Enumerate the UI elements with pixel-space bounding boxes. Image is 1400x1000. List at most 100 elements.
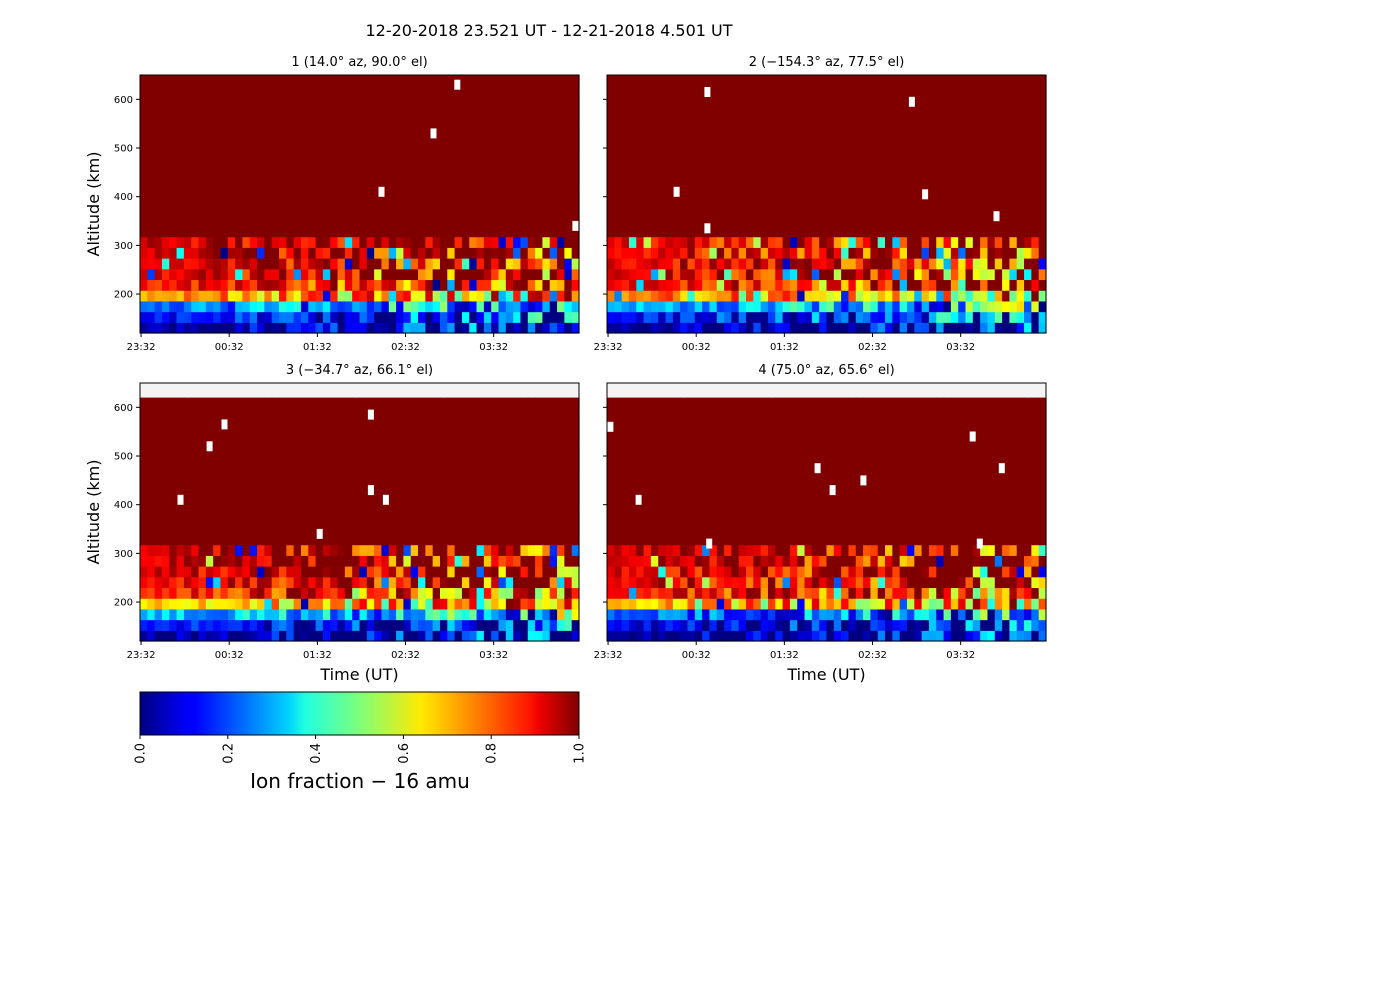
heatmap-cell xyxy=(767,619,776,631)
heatmap-cell xyxy=(607,544,615,556)
heatmap-cell xyxy=(527,533,536,546)
heatmap-cell xyxy=(257,193,265,206)
heatmap-cell xyxy=(257,268,265,281)
heatmap-cell xyxy=(513,523,522,535)
heatmap-cell xyxy=(549,129,558,141)
heatmap-cell xyxy=(621,236,630,248)
heatmap-cell xyxy=(571,598,580,610)
heatmap-cell xyxy=(636,140,645,152)
heatmap-cell xyxy=(359,555,368,567)
heatmap-cell xyxy=(958,75,967,77)
heatmap-cell xyxy=(789,236,798,248)
heatmap-cell xyxy=(322,458,331,471)
heatmap-cell xyxy=(965,215,974,227)
heatmap-cell xyxy=(381,268,390,281)
heatmap-cell xyxy=(694,619,703,631)
heatmap-cell xyxy=(1016,204,1025,216)
heatmap-cell xyxy=(855,86,864,98)
heatmap-cell xyxy=(191,566,200,578)
heatmap-cell xyxy=(491,183,500,195)
heatmap-cell xyxy=(476,268,485,281)
heatmap-cell xyxy=(286,576,295,589)
heatmap-cell xyxy=(154,533,163,546)
heatmap-cell xyxy=(716,118,725,131)
heatmap-cell xyxy=(702,458,711,471)
heatmap-cell xyxy=(176,469,185,481)
heatmap-cell xyxy=(1024,86,1032,98)
heatmap-cell xyxy=(731,405,740,417)
heatmap-cell xyxy=(731,576,740,589)
heatmap-cell xyxy=(469,587,478,599)
heatmap-cell xyxy=(650,118,659,131)
heatmap-cell xyxy=(169,236,178,248)
heatmap-cell xyxy=(498,491,507,503)
heatmap-cell xyxy=(672,225,681,238)
heatmap-cell xyxy=(432,397,441,406)
heatmap-cell xyxy=(520,576,529,589)
heatmap-cell xyxy=(176,523,185,535)
heatmap-cell xyxy=(147,576,156,589)
heatmap-cell xyxy=(980,204,989,216)
heatmap-cell xyxy=(621,619,630,631)
heatmap-cell xyxy=(176,279,185,291)
heatmap-cell xyxy=(235,247,244,259)
heatmap-cell xyxy=(760,469,769,481)
heatmap-cell xyxy=(643,311,652,323)
heatmap-cell xyxy=(863,150,871,163)
heatmap-cell xyxy=(483,204,492,216)
y-tick-label: 200 xyxy=(114,598,133,609)
heatmap-cell xyxy=(454,491,463,503)
heatmap-cell xyxy=(147,75,156,77)
heatmap-cell xyxy=(877,172,886,184)
heatmap-cell xyxy=(687,247,696,259)
heatmap-cell xyxy=(315,322,324,334)
heatmap-cell xyxy=(198,204,207,216)
heatmap-cell xyxy=(279,172,287,184)
heatmap-cell xyxy=(753,555,762,567)
heatmap-cell xyxy=(1024,279,1032,291)
heatmap-cell xyxy=(621,416,630,428)
heatmap-cell xyxy=(293,480,302,492)
heatmap-cell xyxy=(1031,279,1040,291)
heatmap-cell xyxy=(439,512,448,524)
heatmap-cell xyxy=(621,501,630,514)
heatmap-cell xyxy=(454,437,463,449)
heatmap-cell xyxy=(636,204,645,216)
heatmap-cell xyxy=(1038,75,1047,77)
heatmap-cell xyxy=(461,97,470,109)
heatmap-cell xyxy=(235,469,244,481)
heatmap-cell xyxy=(542,279,551,291)
heatmap-cell xyxy=(520,140,529,152)
heatmap-cell xyxy=(286,86,295,98)
heatmap-cell xyxy=(987,290,996,302)
heatmap-cell xyxy=(621,150,630,163)
heatmap-cell xyxy=(542,118,551,131)
heatmap-cell xyxy=(454,183,463,195)
heatmap-cell xyxy=(520,491,529,503)
heatmap-cell xyxy=(183,512,192,524)
heatmap-cell xyxy=(564,204,573,216)
heatmap-cell xyxy=(789,97,798,109)
heatmap-cell xyxy=(811,236,820,248)
heatmap-cell xyxy=(672,193,681,206)
heatmap-cell xyxy=(1038,247,1047,259)
heatmap-cell xyxy=(264,129,273,141)
heatmap-cell xyxy=(899,204,908,216)
heatmap-cell xyxy=(811,204,820,216)
heatmap-cell xyxy=(418,193,426,206)
heatmap-cell xyxy=(724,480,732,492)
heatmap-cell xyxy=(811,129,820,141)
heatmap-cell xyxy=(300,86,309,98)
heatmap-cell xyxy=(804,215,813,227)
heatmap-cell xyxy=(461,236,470,248)
heatmap-cell xyxy=(665,397,674,406)
heatmap-cell xyxy=(388,161,397,173)
heatmap-cell xyxy=(476,598,485,610)
heatmap-cell xyxy=(505,426,514,439)
heatmap-cell xyxy=(680,215,689,227)
heatmap-cell xyxy=(388,97,397,109)
heatmap-cell xyxy=(819,140,828,152)
heatmap-cell xyxy=(746,448,754,460)
heatmap-cell xyxy=(432,576,441,589)
heatmap-cell xyxy=(418,416,426,428)
